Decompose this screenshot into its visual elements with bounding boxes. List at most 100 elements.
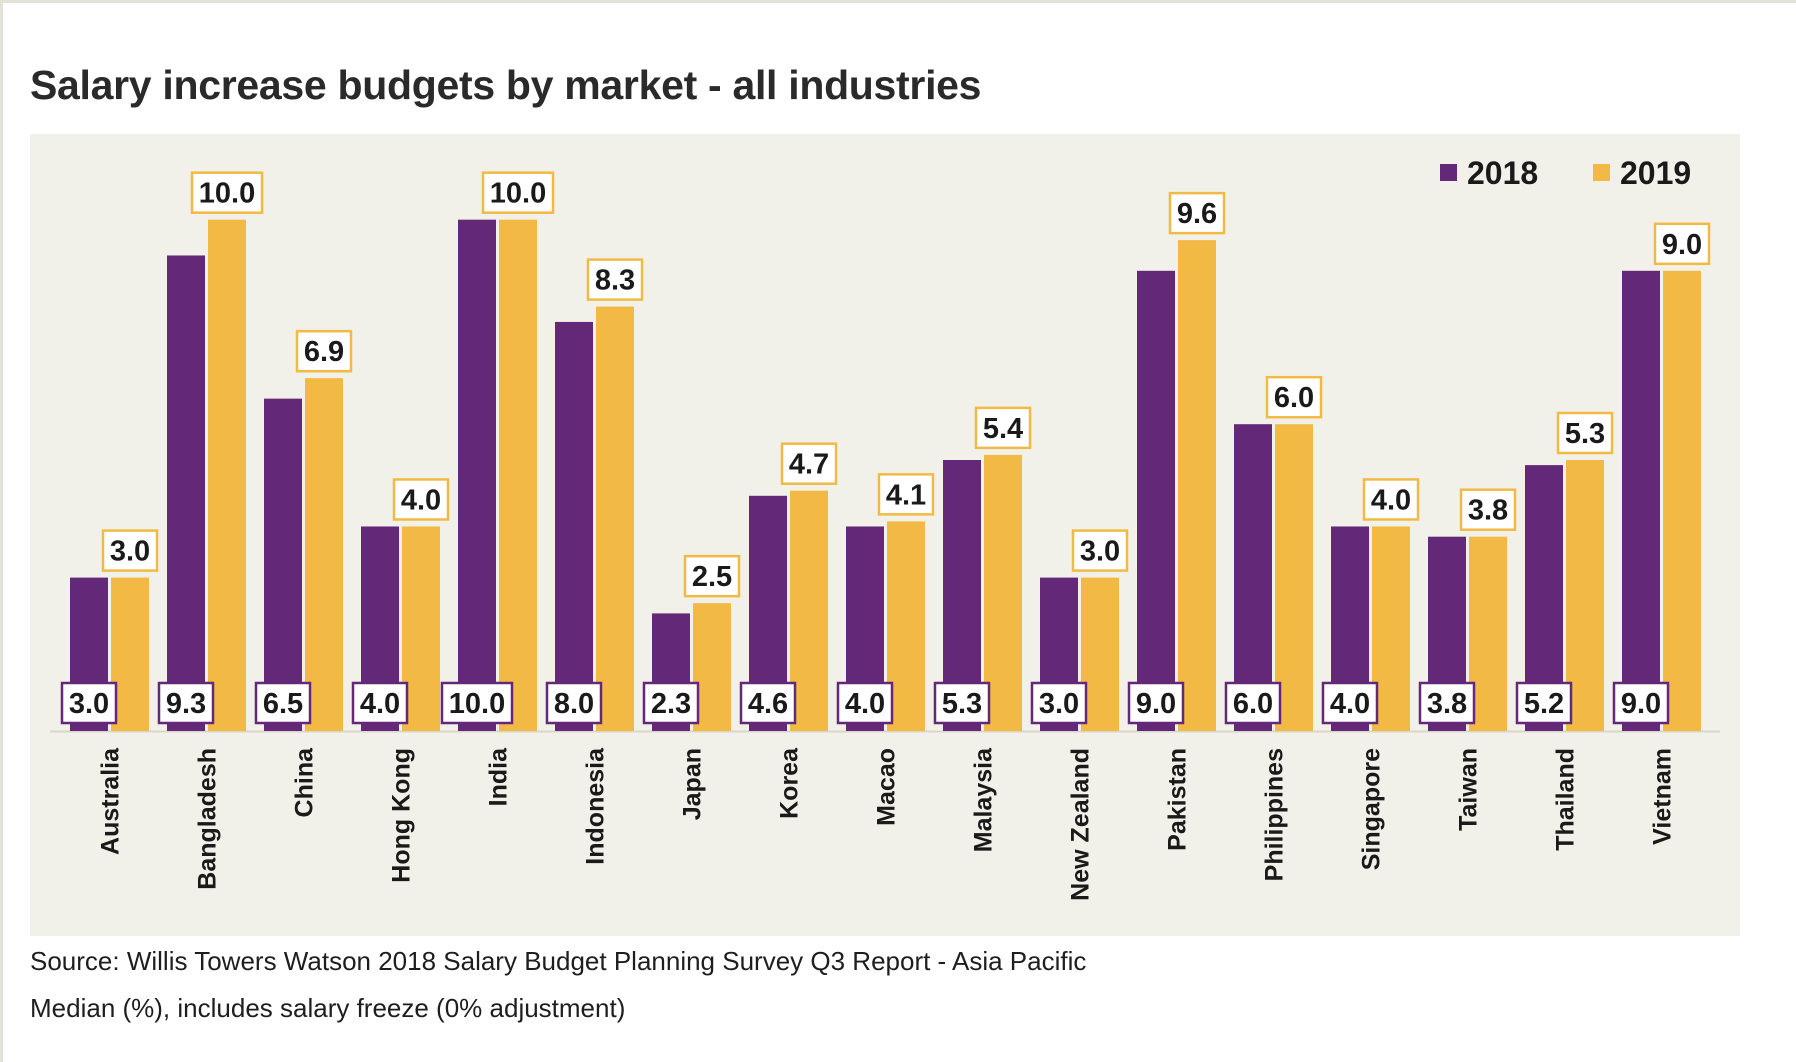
category-label-new-zealand: New Zealand (1067, 748, 1095, 901)
data-label-text: 10.0 (199, 178, 255, 210)
data-label-text: 3.0 (69, 688, 109, 720)
data-label-box (101, 529, 159, 572)
legend: 2018 2019 (1440, 155, 1691, 191)
bar-2019-new-zealand (1081, 577, 1119, 731)
frame-top-border (0, 0, 1796, 3)
data-label-box (1556, 411, 1614, 455)
data-label-text: 9.3 (166, 688, 206, 720)
bar-2019-japan (693, 603, 731, 731)
bar-2018-vietnam (1622, 270, 1660, 731)
bar-2018-india (458, 219, 496, 731)
data-label-2018-malaysia: 5.3 (933, 681, 991, 725)
bar-2019-india (499, 219, 537, 731)
data-label-2019-philippines: 6.0 (1265, 375, 1323, 419)
data-label-2019-bangladesh: 10.0 (190, 171, 264, 214)
data-label-2019-macao: 4.1 (877, 473, 935, 516)
legend-label: 2018 (1467, 155, 1538, 191)
bar-2018-china (264, 398, 302, 731)
category-label-bangladesh: Bangladesh (194, 748, 222, 890)
bar-2019-pakistan (1178, 240, 1216, 731)
data-label-text: 4.0 (401, 484, 441, 516)
data-label-2018-philippines: 6.0 (1224, 681, 1282, 725)
data-label-text: 6.0 (1233, 688, 1273, 720)
data-label-2018-pakistan: 9.0 (1127, 681, 1185, 725)
bar-2018-philippines (1234, 424, 1272, 731)
bar-2019-singapore (1372, 526, 1410, 731)
data-label-2018-india: 10.0 (440, 681, 514, 725)
data-label-box (1459, 488, 1517, 531)
data-label-box (877, 473, 935, 516)
data-label-box (1515, 681, 1573, 725)
legend-swatch (1440, 164, 1457, 181)
category-label-korea: Korea (776, 747, 804, 819)
data-label-2018-china: 6.5 (254, 681, 312, 725)
data-label-text: 9.6 (1177, 198, 1217, 230)
data-label-text: 4.0 (360, 688, 400, 720)
data-label-text: 5.2 (1524, 688, 1564, 720)
data-label-box (1265, 375, 1323, 419)
data-label-box (1612, 681, 1670, 725)
labels-layer: 3.0 3.0 9.3 10.0 6.5 6.9 4.0 4.0 10.0 10.0 8.0 8.3 2… (60, 171, 1711, 725)
category-label-vietnam: Vietnam (1649, 748, 1677, 845)
bar-2018-indonesia (555, 321, 593, 731)
data-label-box (1321, 681, 1379, 725)
data-label-box (1653, 222, 1711, 266)
data-label-2018-korea: 4.6 (739, 681, 797, 725)
chart-title: Salary increase budgets by market - all … (30, 62, 982, 108)
frame-left-border (0, 0, 3, 1062)
data-label-text: 10.0 (449, 688, 505, 720)
data-label-2018-macao: 4.0 (836, 681, 894, 725)
data-label-box (739, 681, 797, 725)
data-label-text: 6.0 (1274, 382, 1314, 414)
data-label-text: 4.0 (845, 688, 885, 720)
data-label-text: 6.9 (304, 336, 344, 368)
data-label-text: 4.6 (748, 688, 788, 720)
bar-2019-taiwan (1469, 536, 1507, 731)
bar-2019-philippines (1275, 424, 1313, 731)
bar-2018-pakistan (1137, 270, 1175, 731)
category-label-taiwan: Taiwan (1455, 748, 1483, 831)
category-label-hong-kong: Hong Kong (388, 748, 416, 883)
category-label-japan: Japan (679, 748, 707, 820)
bar-2019-china (305, 378, 343, 731)
data-label-2018-new-zealand: 3.0 (1030, 681, 1088, 725)
data-label-2019-indonesia: 8.3 (586, 258, 644, 301)
data-label-box (1168, 191, 1226, 235)
data-label-box (1071, 529, 1129, 572)
data-label-2018-vietnam: 9.0 (1612, 681, 1670, 725)
data-label-2019-pakistan: 9.6 (1168, 191, 1226, 235)
category-label-malaysia: Malaysia (970, 747, 998, 852)
data-label-box (157, 681, 215, 725)
data-label-2018-japan: 2.3 (642, 681, 700, 725)
data-label-box (351, 681, 409, 725)
data-label-2019-japan: 2.5 (683, 554, 741, 598)
data-label-box (1362, 478, 1420, 521)
data-label-2018-australia: 3.0 (60, 681, 118, 725)
data-label-text: 9.0 (1621, 688, 1661, 720)
data-label-2019-taiwan: 3.8 (1459, 488, 1517, 531)
category-label-pakistan: Pakistan (1164, 748, 1192, 851)
data-label-box (295, 329, 353, 373)
data-label-text: 6.5 (263, 688, 303, 720)
data-label-text: 5.4 (983, 413, 1023, 445)
data-label-2019-australia: 3.0 (101, 529, 159, 572)
data-label-text: 3.8 (1468, 495, 1508, 527)
data-label-2019-singapore: 4.0 (1362, 478, 1420, 521)
bar-2019-hong-kong (402, 526, 440, 731)
data-label-text: 2.5 (692, 561, 732, 593)
bar-2019-vietnam (1663, 270, 1701, 731)
data-label-box (683, 554, 741, 598)
data-label-text: 2.3 (651, 688, 691, 720)
category-labels-layer: Australia Bangladesh China Hong Kong India In… (97, 747, 1677, 901)
data-label-2018-hong-kong: 4.0 (351, 681, 409, 725)
data-label-text: 4.0 (1371, 484, 1411, 516)
data-label-text: 3.0 (110, 536, 150, 568)
median-note: Median (%), includes salary freeze (0% a… (30, 993, 626, 1023)
data-label-text: 3.8 (1427, 688, 1467, 720)
data-label-text: 3.0 (1080, 536, 1120, 568)
data-label-box (1030, 681, 1088, 725)
legend-item-2018: 2018 (1440, 155, 1538, 191)
data-label-2019-malaysia: 5.4 (974, 406, 1032, 450)
data-label-box (254, 681, 312, 725)
bar-2019-indonesia (596, 306, 634, 731)
